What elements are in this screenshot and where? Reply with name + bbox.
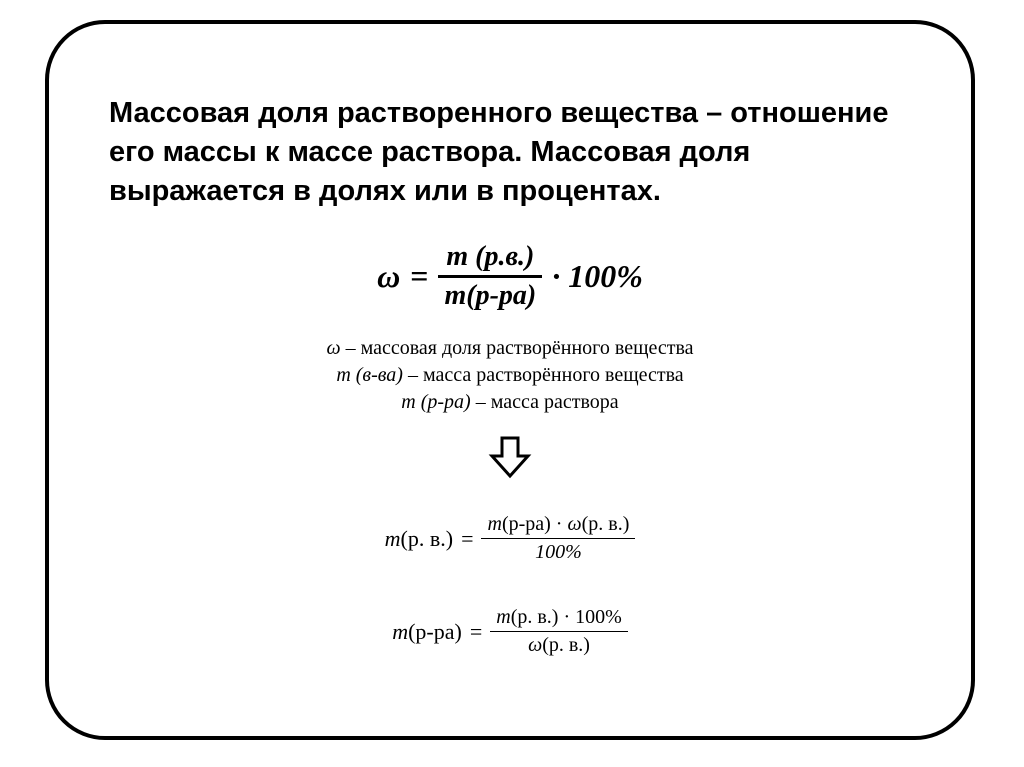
d1-num-paren2: (р. в.): [582, 513, 630, 535]
legend-3-symbol: m (р-ра): [401, 391, 470, 413]
formula-numerator: m (р.в.): [440, 241, 540, 273]
arrow-wrap: [109, 434, 911, 485]
down-arrow-icon: [488, 434, 532, 480]
formula-fraction: m (р.в.) m(р-ра): [438, 241, 542, 312]
d1-num-omega: ω: [567, 513, 581, 535]
main-formula: ω = m (р.в.) m(р-ра) · 100%: [109, 241, 911, 312]
legend-line-3: m (р-ра) – масса раствора: [109, 391, 911, 414]
formula-omega: ω: [377, 258, 400, 295]
d1-num-m: m: [487, 513, 501, 535]
formula-denominator: m(р-ра): [438, 280, 542, 312]
d2-num-m: m: [496, 606, 510, 628]
legend: ω – массовая доля растворённого вещества…: [109, 337, 911, 414]
legend-2-text: – масса растворённого вещества: [403, 364, 684, 386]
d2-lhs: m(р-ра): [392, 619, 462, 645]
d2-den-paren: (р. в.): [542, 634, 590, 656]
content-frame: Массовая доля растворенного вещества – о…: [45, 20, 975, 740]
definition-text: Массовая доля растворенного вещества – о…: [109, 94, 911, 211]
d1-bar: [481, 538, 635, 539]
d2-bar: [490, 631, 628, 632]
d2-lhs-paren: (р-ра): [408, 619, 462, 644]
d2-equals: =: [470, 619, 482, 645]
d1-num-paren: (р-ра) ·: [502, 513, 568, 535]
d1-lhs: m(р. в.): [385, 526, 453, 552]
derived-formula-2: m(р-ра) = m(р. в.) · 100% ω(р. в.): [392, 606, 628, 657]
legend-line-1: ω – массовая доля растворённого вещества: [109, 337, 911, 360]
d2-num-paren: (р. в.) · 100%: [511, 606, 622, 628]
d1-numerator: m(р-ра) · ω(р. в.): [481, 513, 635, 536]
d2-fraction: m(р. в.) · 100% ω(р. в.): [490, 606, 628, 657]
d1-denominator: 100%: [529, 541, 588, 564]
legend-1-text: – массовая доля растворённого вещества: [341, 337, 694, 359]
legend-line-2: m (в-ва) – масса растворённого вещества: [109, 364, 911, 387]
d2-lhs-m: m: [392, 619, 408, 644]
d1-equals: =: [461, 526, 473, 552]
fraction-bar: [438, 275, 542, 278]
formula-tail: · 100%: [552, 258, 643, 295]
d1-lhs-m: m: [385, 526, 401, 551]
d1-lhs-paren: (р. в.): [401, 526, 454, 551]
d2-denominator: ω(р. в.): [522, 634, 596, 657]
legend-1-symbol: ω: [326, 337, 340, 359]
d2-numerator: m(р. в.) · 100%: [490, 606, 628, 629]
derived-formula-1: m(р. в.) = m(р-ра) · ω(р. в.) 100%: [385, 513, 636, 564]
d2-den-omega: ω: [528, 634, 542, 656]
formula-equals: =: [410, 258, 428, 295]
legend-2-symbol: m (в-ва): [336, 364, 403, 386]
d1-fraction: m(р-ра) · ω(р. в.) 100%: [481, 513, 635, 564]
legend-3-text: – масса раствора: [471, 391, 619, 413]
derived-formulas: m(р. в.) = m(р-ра) · ω(р. в.) 100% m(р-р…: [109, 503, 911, 689]
